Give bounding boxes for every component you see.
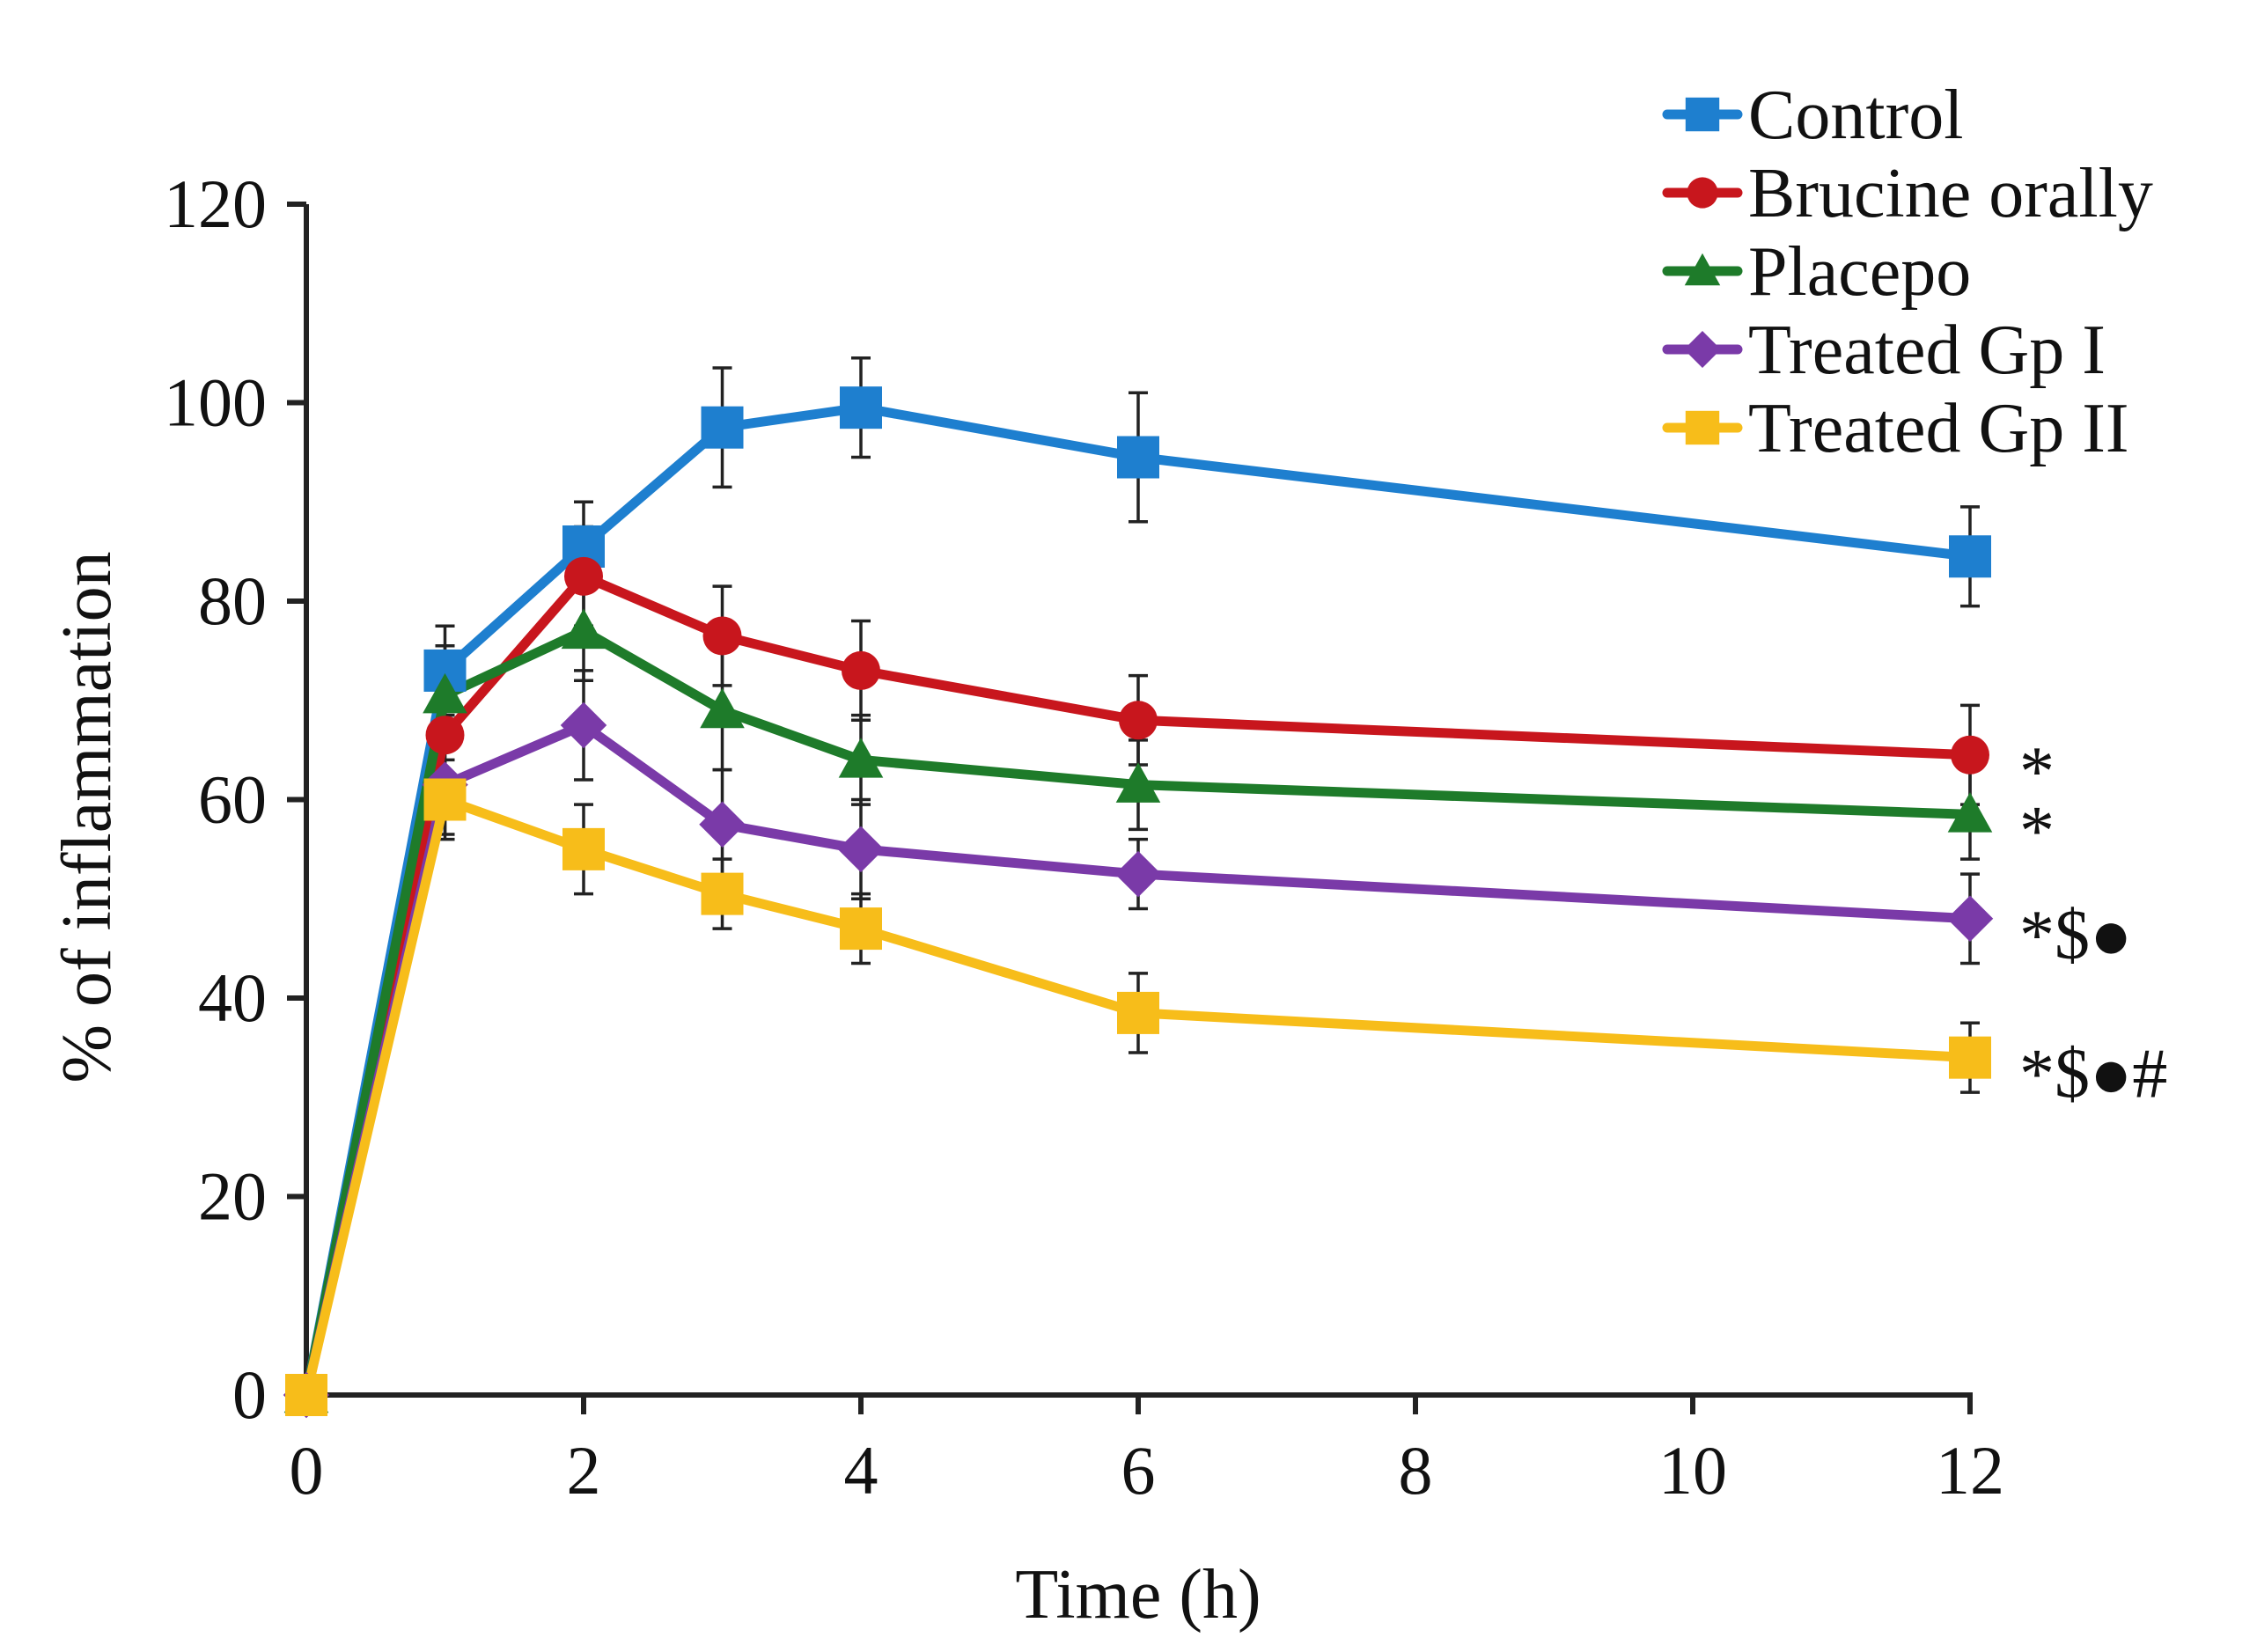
series-markers — [283, 386, 1994, 1419]
data-point-placepo — [561, 608, 607, 650]
y-axis-title: % of inflammation — [48, 551, 126, 1083]
data-point-placepo — [700, 687, 745, 729]
annotation-brucine-orally: * — [2019, 733, 2055, 811]
x-tick-label: 8 — [1399, 1432, 1433, 1509]
x-tick-label: 0 — [290, 1432, 324, 1509]
y-tick-label: 20 — [198, 1158, 267, 1235]
data-point-treated-gp-ii — [285, 1374, 327, 1416]
legend-marker-treated-gp-i — [1684, 331, 1721, 368]
data-point-placepo — [423, 672, 467, 714]
data-point-treated-gp-ii — [562, 827, 605, 870]
legend-label-treated-gp-ii: Treated Gp II — [1748, 390, 2129, 467]
annotation-treated-gp-i: *$● — [2019, 897, 2132, 974]
data-point-treated-gp-ii — [701, 872, 744, 915]
x-tick-label: 10 — [1658, 1432, 1727, 1509]
significance-annotations: ** *$● *$●# — [2019, 733, 2167, 1113]
data-point-brucine-orally — [425, 716, 465, 755]
data-point-brucine-orally — [564, 556, 603, 596]
legend-label-placepo: Placepo — [1748, 233, 1971, 311]
data-point-brucine-orally — [1951, 735, 1989, 775]
data-point-placepo — [838, 738, 884, 778]
data-point-brucine-orally — [1119, 701, 1158, 740]
annotation-treated-gp-ii: *$●# — [2019, 1036, 2167, 1113]
legend-marker-brucine-orally — [1687, 177, 1718, 209]
y-tick-label: 120 — [164, 165, 267, 242]
axes: 0 20 40 60 80 100 120 0 2 4 6 8 10 12 Time (h) % of inf… — [48, 165, 2004, 1634]
data-point-placepo — [1947, 792, 1993, 833]
annotation-placepo: * — [2019, 792, 2055, 870]
data-point-treated-gp-ii — [423, 778, 467, 821]
legend-label-treated-gp-i: Treated Gp I — [1748, 312, 2106, 389]
data-point-treated-gp-ii — [1949, 1036, 1991, 1079]
y-tick-label: 60 — [198, 761, 267, 838]
data-point-treated-gp-i — [1946, 895, 1994, 943]
data-point-treated-gp-i — [837, 826, 885, 873]
data-point-brucine-orally — [842, 650, 880, 690]
legend-marker-treated-gp-ii — [1685, 410, 1720, 445]
data-point-treated-gp-ii — [840, 907, 882, 951]
legend-label-control: Control — [1748, 77, 1963, 154]
x-tick-label: 4 — [844, 1432, 879, 1509]
y-tick-label: 100 — [164, 364, 267, 441]
x-axis-title: Time (h) — [1015, 1556, 1261, 1634]
y-tick-label: 0 — [232, 1356, 267, 1433]
data-point-control — [1949, 535, 1991, 578]
data-point-control — [1117, 436, 1159, 479]
y-tick-label: 40 — [198, 959, 267, 1036]
x-tick-label: 12 — [1936, 1432, 2004, 1509]
data-point-treated-gp-i — [560, 701, 607, 749]
x-tick-label: 2 — [567, 1432, 601, 1509]
data-point-brucine-orally — [702, 616, 742, 656]
legend-label-brucine-orally: Brucine orally — [1748, 155, 2153, 232]
y-tick-label: 80 — [198, 562, 267, 639]
data-point-placepo — [1115, 762, 1161, 803]
data-point-control — [840, 386, 882, 430]
x-tick-label: 6 — [1121, 1432, 1156, 1509]
data-point-treated-gp-ii — [1117, 991, 1159, 1034]
data-point-treated-gp-i — [699, 801, 746, 848]
data-point-treated-gp-i — [1114, 850, 1162, 898]
legend-marker-placepo — [1684, 253, 1721, 286]
legend-marker-control — [1685, 97, 1720, 132]
data-point-control — [701, 406, 744, 449]
